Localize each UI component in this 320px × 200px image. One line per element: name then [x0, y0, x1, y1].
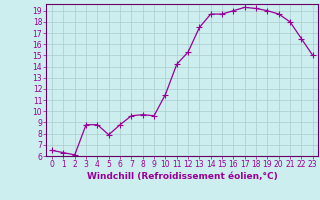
X-axis label: Windchill (Refroidissement éolien,°C): Windchill (Refroidissement éolien,°C) — [87, 172, 278, 181]
